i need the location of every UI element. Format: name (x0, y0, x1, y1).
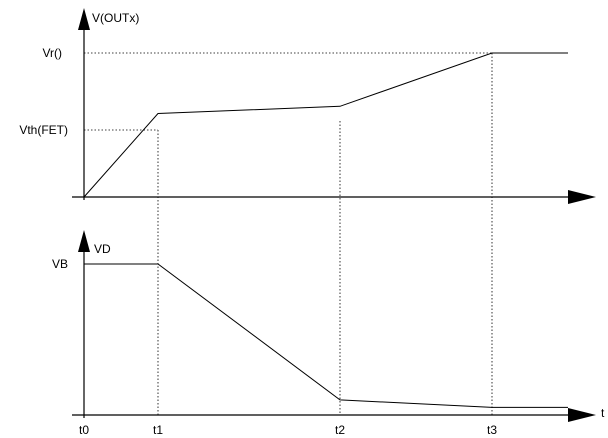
bottom-x-axis-label: t (601, 406, 605, 420)
bottom-plot: VD VB t (52, 230, 605, 422)
vd-waveform (84, 263, 568, 408)
t1-label: t1 (153, 423, 163, 437)
bottom-y-axis-arrow (78, 230, 90, 252)
time-labels: t0 t1 t2 t3 (79, 423, 497, 437)
t2-label: t2 (335, 423, 345, 437)
vout-waveform (83, 52, 568, 198)
top-plot: V(OUTx) Vr() Vth(FET) (19, 8, 596, 204)
time-guides (157, 53, 493, 415)
t0-label: t0 (79, 423, 89, 437)
bottom-x-axis-arrow (568, 408, 596, 422)
vb-level-label: VB (52, 257, 68, 271)
bottom-y-axis-label: VD (94, 242, 111, 256)
top-y-axis-label: V(OUTx) (92, 11, 139, 25)
top-y-axis-arrow (78, 8, 90, 30)
t3-label: t3 (487, 423, 497, 437)
vth-level-label: Vth(FET) (19, 123, 68, 137)
top-x-axis-arrow (568, 190, 596, 204)
vr-level-label: Vr() (42, 46, 62, 60)
